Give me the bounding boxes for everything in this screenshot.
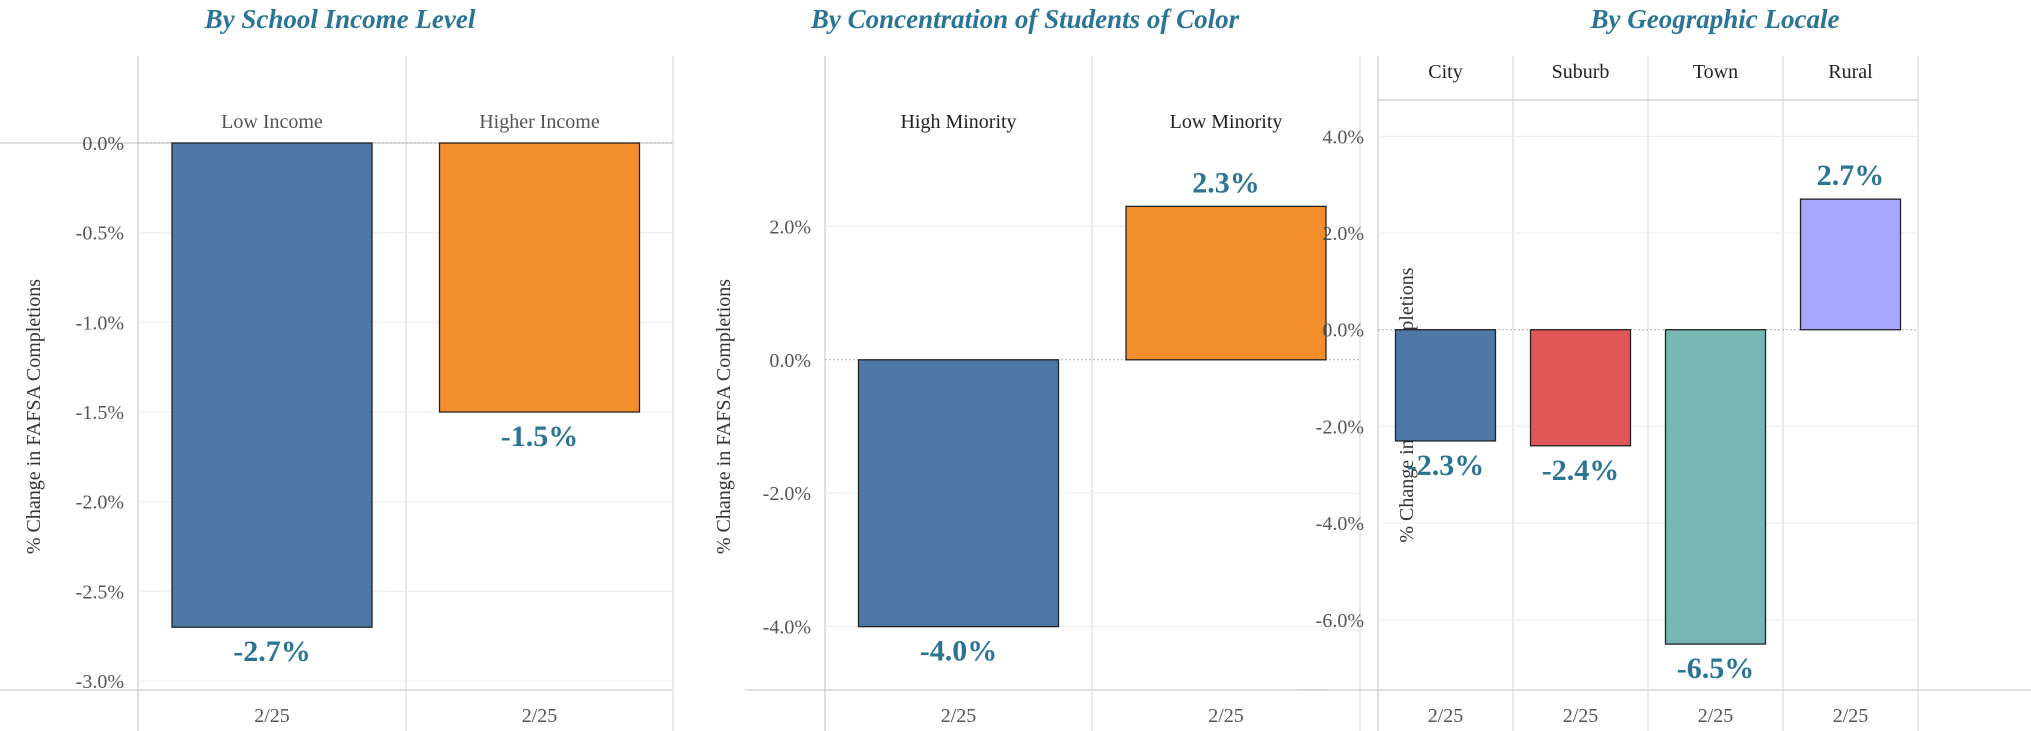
bar-city — [1394, 329, 1497, 442]
x-tick-label: 2/25 — [1563, 705, 1599, 727]
y-tick-label: -1.5% — [76, 402, 124, 424]
x-tick-label: 2/25 — [941, 705, 977, 727]
y-tick-label: -4.0% — [763, 617, 811, 639]
category-label: Low Minority — [1170, 111, 1283, 133]
y-tick-label: 2.0% — [769, 216, 811, 238]
bar-high-minority — [857, 359, 1060, 628]
y-tick-label: 4.0% — [1322, 126, 1364, 148]
x-tick-label: 2/25 — [1208, 705, 1244, 727]
category-label: High Minority — [900, 111, 1016, 133]
y-tick-label: 0.0% — [82, 133, 124, 155]
category-label: City — [1428, 61, 1462, 83]
x-tick-label: 2/25 — [254, 705, 290, 727]
chart-panel-2: By Concentration of Students of Color 2.0… — [713, 4, 1361, 731]
bar-rural — [1799, 198, 1902, 331]
data-label: -6.5% — [1677, 652, 1755, 685]
y-tick-label: -2.0% — [763, 483, 811, 505]
y-tick-label: -0.5% — [76, 223, 124, 245]
y-tick-label: -2.0% — [1316, 416, 1364, 438]
y-tick-label: -2.5% — [76, 581, 124, 603]
y-axis-title: % Change in FAFSA Completions — [713, 279, 735, 554]
x-tick-label: 2/25 — [522, 705, 558, 727]
bar-town — [1664, 329, 1767, 645]
x-tick-label: 2/25 — [1698, 705, 1734, 727]
data-label: -2.4% — [1542, 454, 1620, 487]
panel-title: By School Income Level — [204, 4, 476, 34]
y-tick-label: -4.0% — [1316, 513, 1364, 535]
bar-low-minority — [1125, 205, 1327, 361]
y-tick-label: -3.0% — [76, 671, 124, 693]
bar-suburb — [1529, 329, 1632, 447]
bar-low-income — [171, 142, 373, 628]
x-tick-label: 2/25 — [1428, 705, 1464, 727]
data-label: -4.0% — [920, 635, 998, 668]
y-tick-label: 0.0% — [769, 350, 811, 372]
y-tick-label: 2.0% — [1322, 223, 1364, 245]
y-tick-label: -1.0% — [76, 312, 124, 334]
data-label: -2.3% — [1407, 449, 1485, 482]
data-label: -2.7% — [233, 635, 311, 668]
category-label: Low Income — [221, 111, 323, 133]
chart-panel-3: By Geographic Locale 4.0% 2.0% 0.0% -2.0% -4.… — [1298, 4, 2031, 731]
category-label: Town — [1693, 61, 1738, 83]
y-axis-title: % Change in FAFSA Completions — [23, 279, 45, 554]
y-tick-label: 0.0% — [1322, 320, 1364, 342]
bar-higher-income — [438, 142, 641, 413]
category-label: Higher Income — [479, 111, 600, 133]
data-label: -1.5% — [501, 420, 579, 453]
panel-title: By Geographic Locale — [1590, 4, 1840, 34]
x-tick-label: 2/25 — [1833, 705, 1869, 727]
category-label: Rural — [1828, 61, 1873, 83]
y-tick-label: -2.0% — [76, 492, 124, 514]
data-label: 2.3% — [1192, 166, 1260, 199]
y-tick-label: -6.0% — [1316, 610, 1364, 632]
category-label: Suburb — [1552, 61, 1610, 83]
data-label: 2.7% — [1817, 159, 1885, 192]
chart-panel-1: By School Income Level 0.0% -0.5% -1.0% -1.5… — [0, 4, 674, 731]
panel-title: By Concentration of Students of Color — [810, 4, 1240, 34]
